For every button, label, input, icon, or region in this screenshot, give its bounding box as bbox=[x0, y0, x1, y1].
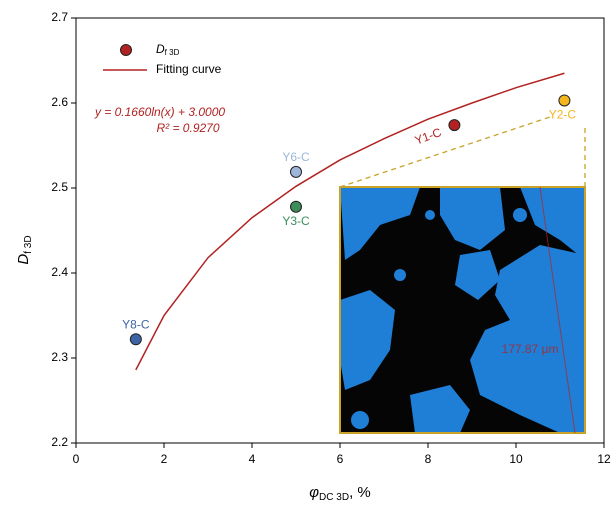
fit-equation: y = 0.1660ln(x) + 3.0000 bbox=[94, 105, 225, 119]
x-tick-label: 6 bbox=[337, 452, 344, 466]
y-tick-label: 2.7 bbox=[51, 10, 68, 24]
x-label-suffix: , % bbox=[349, 484, 371, 501]
y-tick-label: 2.5 bbox=[51, 180, 68, 194]
x-tick-label: 8 bbox=[425, 452, 432, 466]
legend-label: Fitting curve bbox=[156, 62, 222, 76]
legend-label-sub: f 3D bbox=[165, 48, 180, 57]
fit-r2: R² = 0.9270 bbox=[156, 121, 219, 135]
data-point bbox=[290, 200, 302, 213]
point-label: Y8-C bbox=[122, 317, 150, 331]
legend-label-main: D bbox=[156, 42, 165, 56]
x-tick-label: 10 bbox=[509, 452, 523, 466]
data-point bbox=[129, 333, 142, 346]
point-label: Y6-C bbox=[282, 150, 310, 164]
y-tick-label: 2.4 bbox=[51, 265, 68, 279]
point-label: Y2-C bbox=[549, 108, 577, 122]
x-label-main: φ bbox=[309, 484, 319, 501]
y-axis-label: Df 3D bbox=[15, 235, 34, 264]
point-label: Y3-C bbox=[282, 214, 310, 228]
y-label-main: D bbox=[15, 254, 32, 265]
data-point bbox=[558, 94, 571, 107]
y-tick-label: 2.3 bbox=[51, 350, 68, 364]
fitting-curve bbox=[135, 72, 565, 371]
inset-image: 177.87 μm bbox=[339, 116, 586, 434]
scale-label: 177.87 μm bbox=[502, 342, 559, 356]
legend: Df 3D Fitting curve bbox=[103, 42, 222, 76]
data-point bbox=[290, 165, 302, 178]
data-point bbox=[448, 119, 461, 132]
x-tick-label: 12 bbox=[597, 452, 611, 466]
point-label: Y1-C bbox=[413, 125, 444, 148]
legend-marker bbox=[120, 44, 132, 56]
y-tick-label: 2.2 bbox=[51, 435, 68, 449]
legend-label: Df 3D bbox=[156, 42, 180, 57]
x-tick-label: 4 bbox=[249, 452, 256, 466]
x-axis-label: φDC 3D, % bbox=[309, 484, 371, 503]
x-tick-label: 2 bbox=[161, 452, 168, 466]
x-tick-label: 0 bbox=[73, 452, 80, 466]
x-label-sub: DC 3D bbox=[319, 492, 349, 503]
y-tick-label: 2.6 bbox=[51, 95, 68, 109]
y-label-sub: f 3D bbox=[23, 235, 34, 253]
